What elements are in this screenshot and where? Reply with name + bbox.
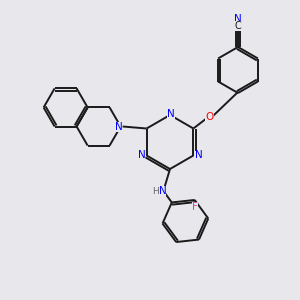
Text: N: N [234,14,242,24]
Text: O: O [205,112,214,122]
Text: C: C [235,21,242,31]
Text: H: H [152,187,159,196]
Text: N: N [138,151,146,160]
Text: N: N [167,109,175,119]
Text: N: N [194,151,202,160]
Text: N: N [158,186,166,196]
Text: N: N [115,122,122,131]
Text: F: F [192,202,198,212]
